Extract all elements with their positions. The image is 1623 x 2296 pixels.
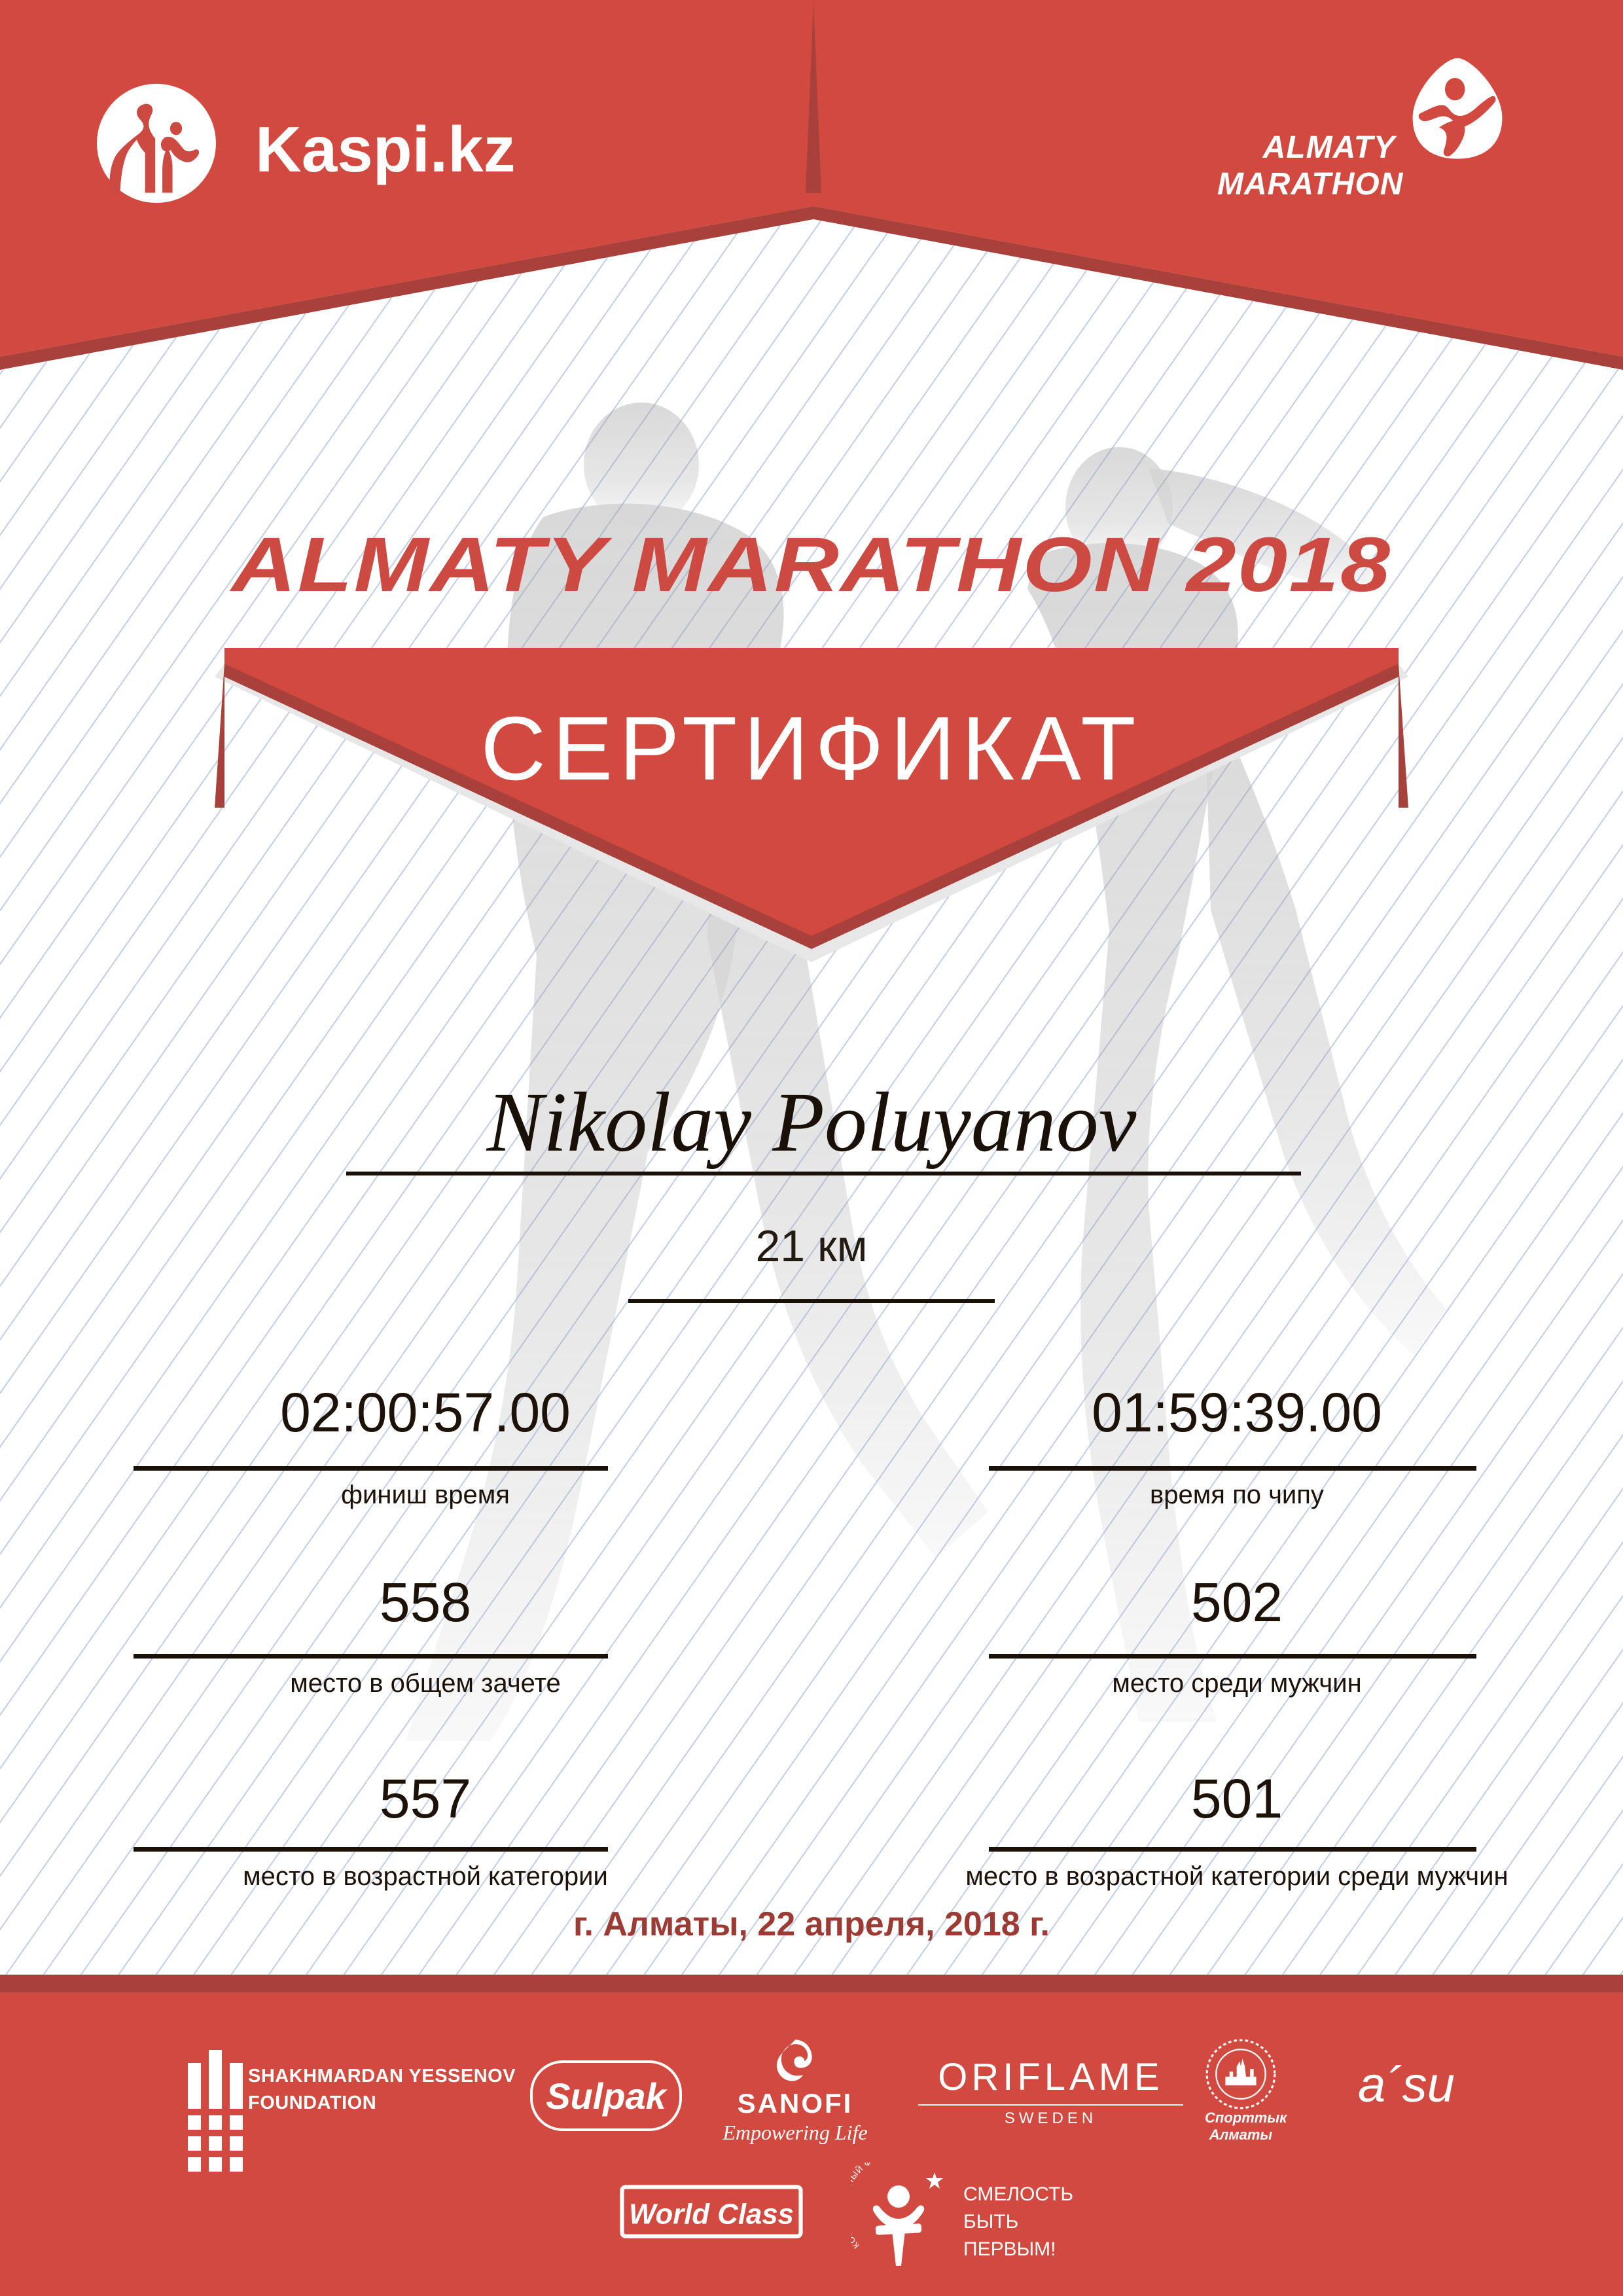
svg-text:ПЕРВЫМ!: ПЕРВЫМ! bbox=[963, 2238, 1056, 2260]
svg-text:КОРПОРАТИВНЫЙ ФОНД: КОРПОРАТИВНЫЙ ФОНД bbox=[851, 2162, 892, 2251]
svg-text:БЫТЬ: БЫТЬ bbox=[963, 2211, 1018, 2233]
svg-text:СМЕЛОСТЬ: СМЕЛОСТЬ bbox=[963, 2183, 1073, 2205]
svg-text:World Class: World Class bbox=[629, 2198, 794, 2230]
